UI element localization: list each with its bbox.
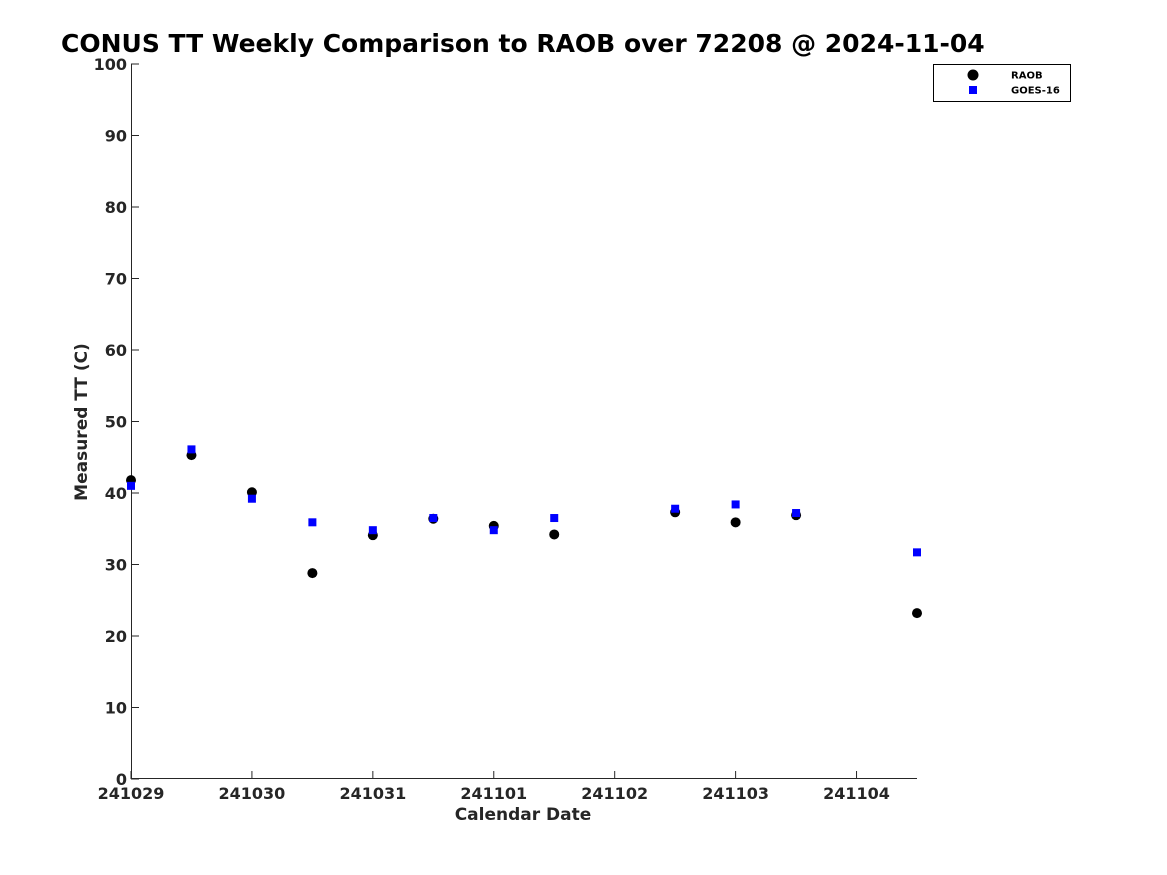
y-tick-label: 10 [105,699,127,718]
goes-16-point [308,518,317,527]
raob-point [730,517,741,528]
axes [131,64,917,779]
x-ticks: 241029 241030 241031 241101 241102 241103 2411… [98,771,890,803]
y-tick-label: 0 [116,770,127,789]
y-axis-label: Measured TT (C) [72,343,92,501]
data-points [126,445,922,619]
x-tick-label: 241030 [219,784,286,803]
y-tick-label: 100 [94,55,127,74]
x-tick-label: 241102 [581,784,648,803]
y-tick-label: 30 [105,556,127,575]
goes-16-point [127,481,135,490]
raob-point [307,568,318,579]
goes-16-point [731,500,740,509]
legend-label: GOES-16 [1011,86,1060,97]
goes-16-point [429,514,438,523]
y-tick-label: 20 [105,627,127,646]
x-tick-label: 241103 [702,784,769,803]
goes-16-point [550,514,559,523]
goes-16-point [489,526,498,535]
x-tick-label: 241101 [460,784,527,803]
y-tick-label: 90 [105,127,127,146]
y-tick-label: 40 [105,484,127,503]
y-tick-label: 60 [105,341,127,360]
goes-16-point [792,509,801,518]
raob-point [549,529,560,540]
y-tick-label: 70 [105,270,127,289]
y-tick-label: 50 [105,413,127,432]
x-axis-label: Calendar Date [455,805,592,825]
goes-16-point [913,548,921,557]
legend: RAOB GOES-16 [933,64,1071,102]
legend-marker-raob [967,69,979,81]
legend-label: RAOB [1011,71,1043,82]
chart-title: CONUS TT Weekly Comparison to RAOB over … [61,29,985,58]
y-tick-label: 80 [105,198,127,217]
legend-marker-goes-16 [969,86,977,94]
goes-16-point [187,445,196,454]
goes-16-point [671,504,680,513]
x-tick-label: 241104 [823,784,890,803]
legend-box [933,64,1071,102]
x-tick-label: 241029 [98,784,165,803]
raob-point [912,608,922,619]
goes-16-point [247,494,256,503]
x-tick-label: 241031 [339,784,406,803]
y-ticks: 0 10 20 30 40 50 60 70 80 90 100 [94,55,139,789]
goes-16-point [368,526,377,535]
